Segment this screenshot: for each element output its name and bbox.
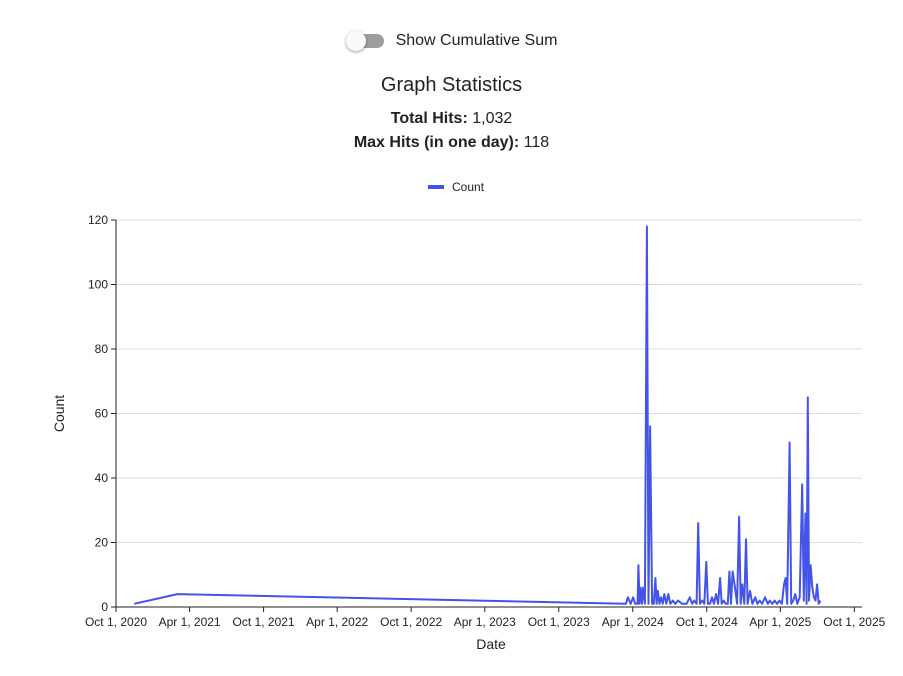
x-tick-label: Apr 1, 2025: [749, 615, 811, 629]
cumulative-sum-toggle[interactable]: [345, 31, 384, 51]
x-tick-label: Oct 1, 2022: [380, 615, 442, 629]
total-hits-value: 1,032: [472, 110, 513, 127]
x-tick-label: Oct 1, 2024: [676, 615, 738, 629]
max-hits-stat: Max Hits (in one day): 118: [0, 134, 903, 152]
y-tick-label: 40: [95, 471, 109, 485]
y-tick-label: 60: [95, 407, 109, 421]
x-tick-label: Oct 1, 2021: [233, 615, 295, 629]
x-tick-label: Apr 1, 2022: [306, 615, 368, 629]
max-hits-value: 118: [523, 134, 550, 151]
x-tick-label: Oct 1, 2020: [85, 615, 147, 629]
y-tick-label: 0: [101, 600, 108, 614]
y-tick-label: 20: [95, 536, 109, 550]
legend-label: Count: [452, 180, 485, 194]
x-tick-label: Apr 1, 2024: [602, 615, 664, 629]
x-tick-label: Apr 1, 2023: [454, 615, 516, 629]
total-hits-label: Total Hits:: [390, 110, 468, 127]
cumulative-sum-label[interactable]: Show Cumulative Sum: [395, 32, 558, 49]
legend-swatch: [428, 185, 444, 189]
y-tick-label: 80: [95, 342, 109, 356]
hits-line-chart: 0 20 40 60 80 100 120 Oct 1, 2020 Apr 1, 2021 Oct…: [51, 180, 886, 652]
x-tick-label: Apr 1, 2021: [159, 615, 221, 629]
x-tick-label: Oct 1, 2025: [823, 615, 885, 629]
x-tick-label: Oct 1, 2023: [528, 615, 590, 629]
y-tick-label: 120: [88, 213, 108, 227]
max-hits-label: Max Hits (in one day):: [353, 134, 520, 151]
y-axis-title: Count: [51, 395, 67, 432]
cumulative-sum-toggle-row: Show Cumulative Sum: [0, 31, 903, 51]
total-hits-stat: Total Hits: 1,032: [0, 110, 903, 128]
x-axis-title: Date: [476, 636, 506, 652]
toggle-thumb[interactable]: [345, 31, 366, 51]
graph-statistics-title: Graph Statistics: [380, 74, 523, 96]
series-line-count: [133, 225, 822, 605]
y-tick-label: 100: [88, 278, 108, 292]
